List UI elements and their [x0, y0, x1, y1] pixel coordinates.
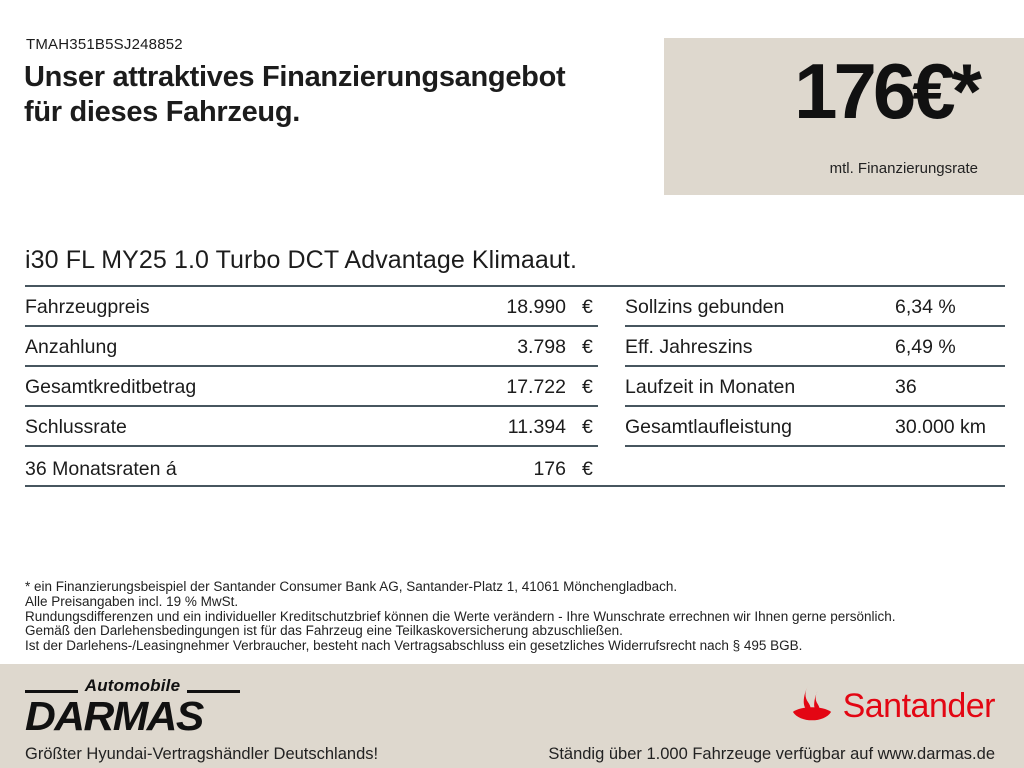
finance-table-right: Sollzins gebunden 6,34 % Eff. Jahreszins… [625, 287, 1005, 447]
row-label: Laufzeit in Monaten [625, 376, 796, 398]
table-row: Gesamtkreditbetrag 17.722 € [25, 367, 598, 407]
row-unit: € [582, 416, 593, 438]
vin-text: TMAH351B5SJ248852 [26, 36, 183, 53]
disclaimer-line: Alle Preisangaben incl. 19 % MwSt. [25, 593, 239, 609]
table-row: Laufzeit in Monaten 36 [625, 367, 1005, 407]
automobile-script: Automobile [84, 676, 181, 695]
price-box: 176€* mtl. Finanzierungsrate [664, 38, 1024, 195]
table-row: Eff. Jahreszins 6,49 % [625, 327, 1005, 367]
row-label: Eff. Jahreszins [625, 336, 753, 358]
row-value: 30.000 km [895, 416, 987, 438]
row-label: Gesamtkreditbetrag [25, 376, 197, 398]
table-row: Anzahlung 3.798 € [25, 327, 598, 367]
table-row: Sollzins gebunden 6,34 % [625, 287, 1005, 327]
darmas-logo-top: Automobile [25, 676, 240, 696]
disclaimer-line: Rundungsdifferenzen und ein individuelle… [25, 608, 896, 624]
row-value: 36 [895, 376, 917, 398]
row-label: Schlussrate [25, 416, 127, 438]
footer-band: Automobile DARMAS Größter Hyundai-Vertra… [0, 664, 1024, 768]
logo-line-right [187, 690, 240, 693]
santander-wordmark: Santander [842, 687, 996, 725]
finance-table-left: Fahrzeugpreis 18.990 € Anzahlung 3.798 €… [25, 287, 598, 487]
disclaimer-line: Ist der Darlehens-/Leasingnehmer Verbrau… [25, 638, 803, 654]
row-unit: € [582, 296, 593, 318]
row-unit: € [582, 336, 593, 358]
table-row: Fahrzeugpreis 18.990 € [25, 287, 598, 327]
row-label: Anzahlung [25, 336, 118, 358]
row-value: 3.798 [517, 336, 566, 358]
last-row-underline [25, 485, 1005, 487]
table-row: 36 Monatsraten á 176 € [25, 447, 598, 487]
disclaimer: * ein Finanzierungsbeispiel der Santande… [25, 579, 896, 654]
table-row: Schlussrate 11.394 € [25, 407, 598, 447]
row-value: 17.722 [506, 376, 566, 398]
row-unit: € [582, 376, 593, 398]
row-unit: € [582, 458, 593, 480]
santander-logo: Santander [790, 684, 996, 729]
vehicle-title: i30 FL MY25 1.0 Turbo DCT Advantage Klim… [25, 246, 1005, 287]
offer-title: Unser attraktives Finanzierungsangebot f… [24, 60, 566, 130]
santander-flame-icon [790, 684, 834, 729]
row-value: 11.394 [507, 416, 566, 438]
monthly-rate-caption: mtl. Finanzierungsrate [829, 160, 978, 177]
darmas-wordmark: DARMAS [25, 693, 204, 739]
row-value: 18.990 [506, 296, 566, 318]
row-label: 36 Monatsraten á [25, 458, 177, 480]
row-value: 6,49 % [895, 336, 956, 358]
monthly-rate-amount: 176€* [794, 47, 982, 135]
row-value: 176 [533, 458, 566, 480]
disclaimer-line: * ein Finanzierungsbeispiel der Santande… [25, 579, 678, 594]
darmas-logo: Automobile DARMAS [25, 676, 240, 736]
row-label: Gesamtlaufleistung [625, 416, 792, 438]
row-label: Sollzins gebunden [625, 296, 785, 318]
offer-title-line2: für dieses Fahrzeug. [24, 95, 301, 128]
disclaimer-line: Gemäß den Darlehensbedingungen ist für d… [25, 623, 623, 639]
availability-text: Ständig über 1.000 Fahrzeuge verfügbar a… [548, 745, 995, 763]
table-row: Gesamtlaufleistung 30.000 km [625, 407, 1005, 447]
dealer-claim: Größter Hyundai-Vertragshändler Deutschl… [25, 745, 379, 763]
offer-title-line1: Unser attraktives Finanzierungsangebot [24, 61, 566, 93]
row-label: Fahrzeugpreis [25, 296, 150, 318]
logo-line-left [25, 690, 78, 693]
row-value: 6,34 % [895, 296, 956, 318]
